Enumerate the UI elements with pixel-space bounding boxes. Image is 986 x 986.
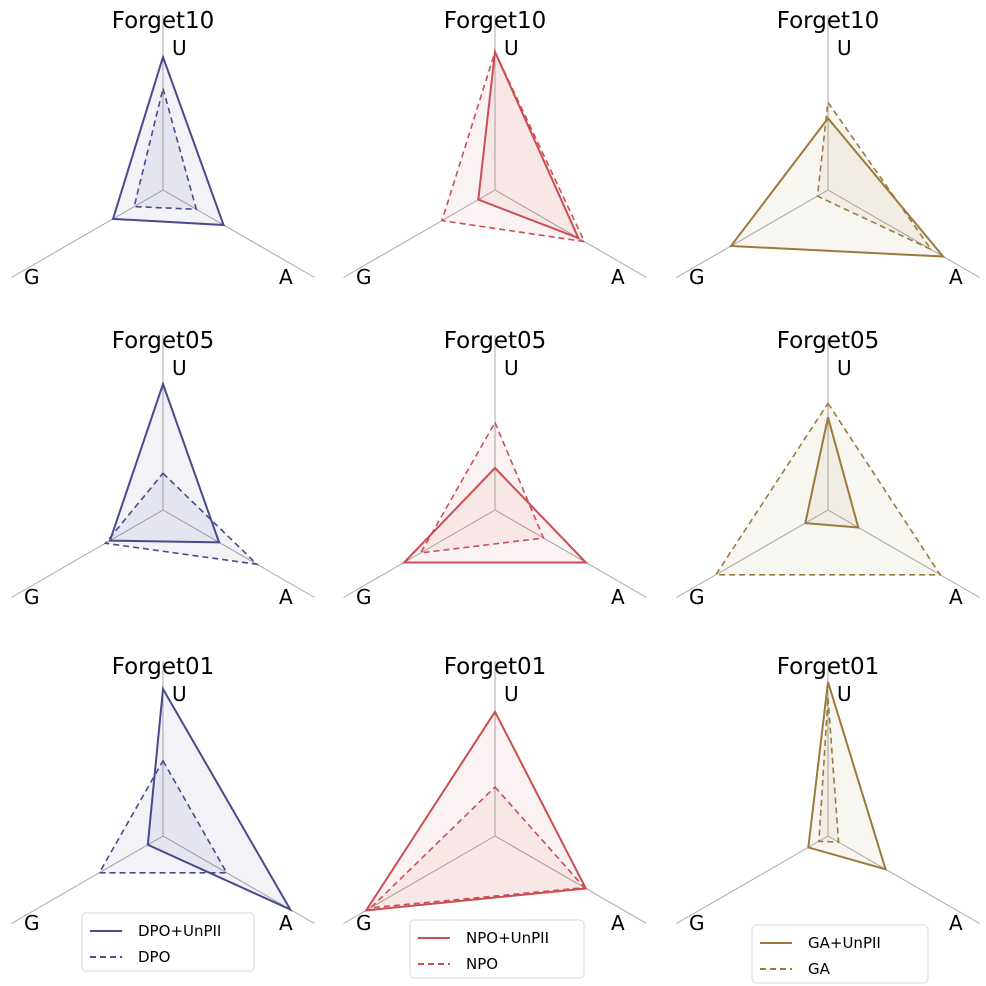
axis-label-a: A xyxy=(279,265,293,289)
axis-line-g xyxy=(11,189,164,278)
series-ga xyxy=(818,697,840,843)
legend: NPO+UnPII NPO xyxy=(409,919,585,979)
axis-line-a xyxy=(494,189,647,278)
axis-label-g: G xyxy=(24,265,40,289)
axis-label-g: G xyxy=(356,911,372,935)
axis-line-g xyxy=(676,835,829,924)
axis-label-g: G xyxy=(689,911,705,935)
series-ga-unpii xyxy=(807,681,888,871)
legend-label: NPO+UnPII xyxy=(466,929,549,947)
axis-label-u: U xyxy=(837,356,852,380)
axis-label-u: U xyxy=(504,356,519,380)
axis-line-a xyxy=(827,189,980,278)
axis-line-a xyxy=(827,835,980,924)
panel-title: Forget05 xyxy=(777,328,880,354)
panel-title: Forget05 xyxy=(112,328,215,354)
axis-line-g xyxy=(676,509,829,598)
series-dpo-unpii xyxy=(146,685,293,912)
axis-label-g: G xyxy=(689,585,705,609)
axis-label-a: A xyxy=(949,265,963,289)
axis-label-g: G xyxy=(24,585,40,609)
series-npo xyxy=(419,420,545,554)
axis-label-g: G xyxy=(356,585,372,609)
axis-line-g xyxy=(676,189,829,278)
legend: GA+UnPII GA xyxy=(751,924,929,984)
axis-label-a: A xyxy=(611,585,625,609)
axis-line-g xyxy=(343,509,496,598)
axis-line-a xyxy=(494,835,647,924)
legend-label: NPO xyxy=(466,955,498,973)
legend-box xyxy=(81,912,255,972)
series-npo xyxy=(368,785,587,909)
axis-line-g xyxy=(343,835,496,924)
panel-title: Forget01 xyxy=(777,654,880,680)
series-dpo xyxy=(133,85,198,211)
axis-label-g: G xyxy=(356,265,372,289)
series-ga-unpii xyxy=(729,116,946,258)
axis-label-u: U xyxy=(172,36,187,60)
panel-title: Forget01 xyxy=(112,654,215,680)
axis-label-a: A xyxy=(611,911,625,935)
axis-line-a xyxy=(827,509,980,598)
axis-label-a: A xyxy=(611,265,625,289)
axis-label-a: A xyxy=(949,911,963,935)
series-ga xyxy=(816,100,934,252)
axis-label-g: G xyxy=(689,265,705,289)
axis-label-g: G xyxy=(24,911,40,935)
axis-line-a xyxy=(162,189,315,278)
axis-line-g xyxy=(11,509,164,598)
series-dpo-unpii xyxy=(108,380,221,544)
legend-box xyxy=(409,919,585,979)
legend-label: DPO+UnPII xyxy=(138,922,221,940)
panel-title: Forget10 xyxy=(444,8,547,34)
legend-box xyxy=(751,924,929,984)
series-npo-unpii xyxy=(477,48,581,240)
axis-line-g xyxy=(343,189,496,278)
panel-title: Forget10 xyxy=(777,8,880,34)
series-dpo xyxy=(97,759,229,874)
axis-label-u: U xyxy=(504,36,519,60)
series-npo-unpii xyxy=(401,466,589,564)
axis-label-u: U xyxy=(837,36,852,60)
series-dpo xyxy=(103,472,260,566)
series-ga-unpii xyxy=(804,417,860,529)
axis-line-a xyxy=(494,509,647,598)
series-npo xyxy=(440,49,586,243)
legend: DPO+UnPII DPO xyxy=(81,912,255,972)
axis-label-u: U xyxy=(172,356,187,380)
axis-label-u: U xyxy=(837,682,852,706)
axis-label-u: U xyxy=(504,682,519,706)
legend-label: GA xyxy=(808,960,831,978)
axis-label-a: A xyxy=(279,911,293,935)
panel-title: Forget01 xyxy=(444,654,547,680)
axis-label-a: A xyxy=(279,585,293,609)
axis-label-a: A xyxy=(949,585,963,609)
axis-line-a xyxy=(162,509,315,598)
axis-label-u: U xyxy=(172,682,187,706)
panel-title: Forget05 xyxy=(444,328,547,354)
legend-label: GA+UnPII xyxy=(808,934,881,952)
legend-label: DPO xyxy=(138,948,170,966)
axis-line-g xyxy=(11,835,164,924)
panel-title: Forget10 xyxy=(112,8,215,34)
series-ga xyxy=(714,401,942,576)
series-npo-unpii xyxy=(364,709,588,912)
